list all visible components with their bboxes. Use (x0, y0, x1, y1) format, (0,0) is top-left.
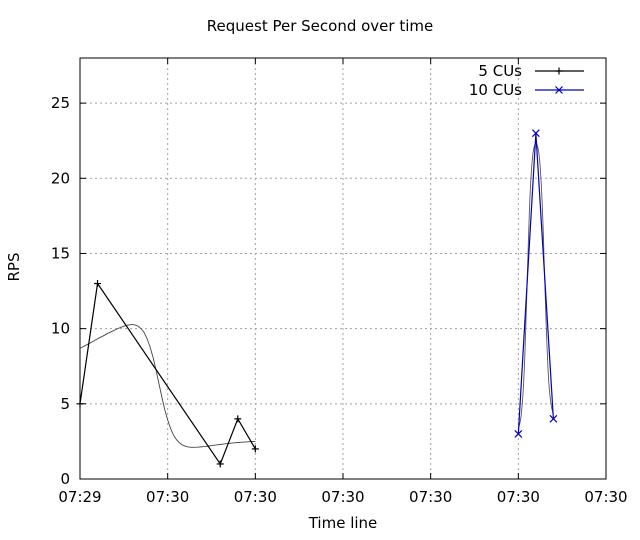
x-tick-label: 07:30 (146, 488, 189, 506)
chart-title: Request Per Second over time (206, 17, 434, 35)
x-tick-label: 07:30 (321, 488, 364, 506)
legend-label: 5 CUs (478, 62, 522, 80)
data-point (549, 414, 558, 423)
y-tick-label: 25 (51, 94, 70, 112)
y-tick-label: 5 (60, 395, 70, 413)
y-tick-label: 15 (51, 244, 70, 262)
data-point (555, 86, 563, 94)
x-tick-label: 07:30 (497, 488, 540, 506)
data-point (531, 129, 540, 138)
x-tick-label: 07:30 (584, 488, 627, 506)
x-tick-label: 07:30 (409, 488, 452, 506)
y-tick-label: 10 (51, 320, 70, 338)
y-tick-label: 20 (51, 169, 70, 187)
series-smoothed-curve (79, 324, 256, 448)
legend-label: 10 CUs (469, 81, 522, 99)
x-tick-label: 07:30 (234, 488, 277, 506)
x-tick-label: 07:29 (58, 488, 101, 506)
data-point (514, 429, 523, 438)
y-tick-label: 0 (60, 470, 70, 488)
y-axis-label: RPS (5, 252, 23, 282)
x-axis-label: Time line (308, 514, 378, 532)
series-smoothed-curve (517, 142, 554, 429)
